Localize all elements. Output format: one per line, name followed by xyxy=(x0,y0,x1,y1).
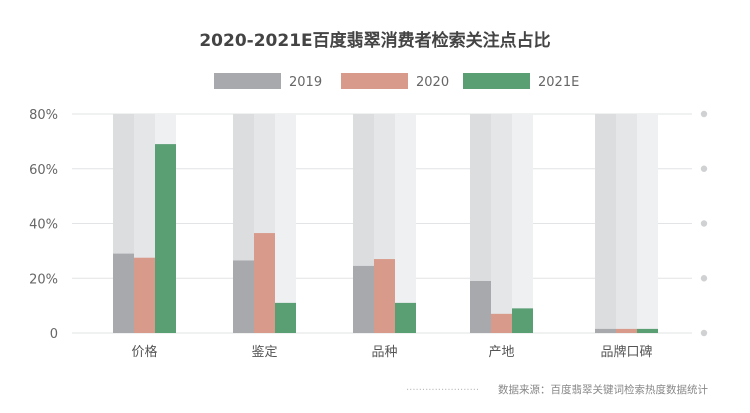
right-edge-dots xyxy=(700,110,708,337)
x-tick-label: 品种 xyxy=(371,345,397,360)
bar-鉴定-2021E xyxy=(275,302,296,333)
bar-品牌口碑-2020 xyxy=(616,328,637,333)
bar-价格-2021E xyxy=(155,144,176,333)
x-tick-label: 品牌口碑 xyxy=(600,344,652,360)
bar-鉴定-2020 xyxy=(254,233,275,333)
legend: 2019 2020 2021E xyxy=(214,73,579,90)
bg-column-2-2 xyxy=(395,114,416,333)
legend-swatch-2020 xyxy=(341,73,408,89)
y-axis-ticks: 0 20% 40% 60% 80% xyxy=(29,108,58,342)
bar-价格-2019 xyxy=(113,253,134,333)
legend-label-2020: 2020 xyxy=(416,75,449,90)
bar-品牌口碑-2019 xyxy=(595,328,616,333)
x-axis-ticks: 价格 鉴定 品种 产地 品牌口碑 xyxy=(131,344,652,360)
bg-column-3-0 xyxy=(470,114,491,333)
legend-label-2021E: 2021E xyxy=(538,75,579,90)
data-bars xyxy=(113,144,658,333)
legend-swatch-2021E xyxy=(463,73,530,89)
bar-产地-2021E xyxy=(512,308,533,333)
bar-品牌口碑-2021E xyxy=(637,328,658,333)
x-tick-label: 价格 xyxy=(131,344,157,360)
y-tick-label: 0 xyxy=(50,327,58,342)
bar-产地-2019 xyxy=(470,280,491,333)
edge-dot xyxy=(700,110,708,118)
y-tick-label: 20% xyxy=(29,272,58,287)
bar-品种-2019 xyxy=(353,265,374,333)
edge-dot xyxy=(700,220,708,227)
bg-column-3-2 xyxy=(512,114,533,333)
x-tick-label: 鉴定 xyxy=(251,345,277,360)
y-tick-label: 40% xyxy=(29,218,58,233)
bar-产地-2020 xyxy=(491,313,512,333)
bg-column-4-0 xyxy=(595,114,616,333)
legend-label-2019: 2019 xyxy=(289,75,322,90)
edge-dot xyxy=(700,275,708,282)
edge-dot xyxy=(700,329,708,337)
source-leader-dots: ······················· xyxy=(406,385,479,396)
bar-品种-2020 xyxy=(374,259,395,333)
x-tick-label: 产地 xyxy=(488,345,514,360)
source-note: 数据来源：百度翡翠关键词检索热度数据统计 xyxy=(498,383,708,396)
edge-dot xyxy=(700,165,708,172)
bg-column-4-1 xyxy=(616,114,637,333)
legend-swatch-2019 xyxy=(214,73,281,89)
bar-鉴定-2019 xyxy=(233,260,254,333)
chart-title: 2020-2021E百度翡翠消费者检索关注点占比 xyxy=(199,30,550,51)
bg-column-4-2 xyxy=(637,114,658,333)
bar-品种-2021E xyxy=(395,302,416,333)
bar-价格-2020 xyxy=(134,257,155,333)
y-tick-label: 80% xyxy=(29,108,58,123)
bg-column-3-1 xyxy=(491,114,512,333)
bg-column-1-2 xyxy=(275,114,296,333)
y-tick-label: 60% xyxy=(29,163,58,178)
